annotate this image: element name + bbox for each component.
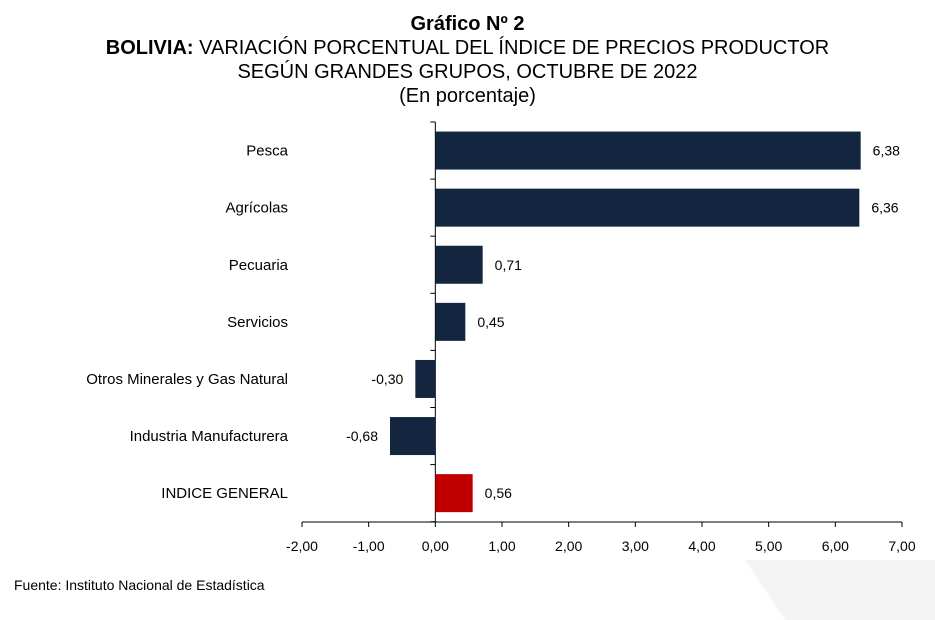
x-tick-label: -1,00 <box>353 538 385 554</box>
data-label: -0,30 <box>371 371 403 387</box>
data-label: -0,68 <box>346 428 378 444</box>
category-label: Pecuaria <box>229 257 289 274</box>
data-label: 6,36 <box>871 200 898 216</box>
data-label: 0,45 <box>477 314 504 330</box>
x-tick-label: 2,00 <box>555 538 582 554</box>
page-corner-decoration <box>745 560 935 620</box>
chart-title-line2: BOLIVIA: VARIACIÓN PORCENTUAL DEL ÍNDICE… <box>0 36 935 60</box>
data-label: 6,38 <box>873 143 900 159</box>
category-label: INDICE GENERAL <box>161 485 288 502</box>
bar <box>415 359 436 398</box>
chart-title-subject: VARIACIÓN PORCENTUAL DEL ÍNDICE DE PRECI… <box>193 37 830 59</box>
source-note: Fuente: Instituto Nacional de Estadístic… <box>14 577 265 593</box>
bar <box>435 302 466 341</box>
category-label: Servicios <box>227 314 288 331</box>
chart-title: Gráfico Nº 2 BOLIVIA: VARIACIÓN PORCENTU… <box>0 12 935 108</box>
bar <box>435 245 483 284</box>
x-tick-label: 4,00 <box>688 538 715 554</box>
x-tick-label: 5,00 <box>755 538 782 554</box>
chart-title-line1: Gráfico Nº 2 <box>410 13 525 35</box>
x-tick-label: 0,00 <box>422 538 449 554</box>
x-tick-label: -2,00 <box>286 538 318 554</box>
bar <box>435 474 473 513</box>
data-label: 0,56 <box>485 485 512 501</box>
category-label: Industria Manufacturera <box>130 428 289 445</box>
chart-title-country: BOLIVIA: <box>105 37 194 59</box>
category-label: Pesca <box>246 143 288 160</box>
bar <box>435 188 860 227</box>
chart-title-unit: (En porcentaje) <box>399 85 536 107</box>
chart-title-line3: SEGÚN GRANDES GRUPOS, OCTUBRE DE 2022 <box>237 61 698 83</box>
category-label: Otros Minerales y Gas Natural <box>86 371 288 388</box>
category-label: Agrícolas <box>225 200 288 217</box>
data-label: 0,71 <box>495 257 522 273</box>
x-tick-label: 6,00 <box>822 538 849 554</box>
bar <box>390 417 436 456</box>
x-tick-label: 3,00 <box>622 538 649 554</box>
x-tick-label: 1,00 <box>488 538 515 554</box>
x-tick-label: 7,00 <box>888 538 915 554</box>
bar <box>435 131 861 170</box>
